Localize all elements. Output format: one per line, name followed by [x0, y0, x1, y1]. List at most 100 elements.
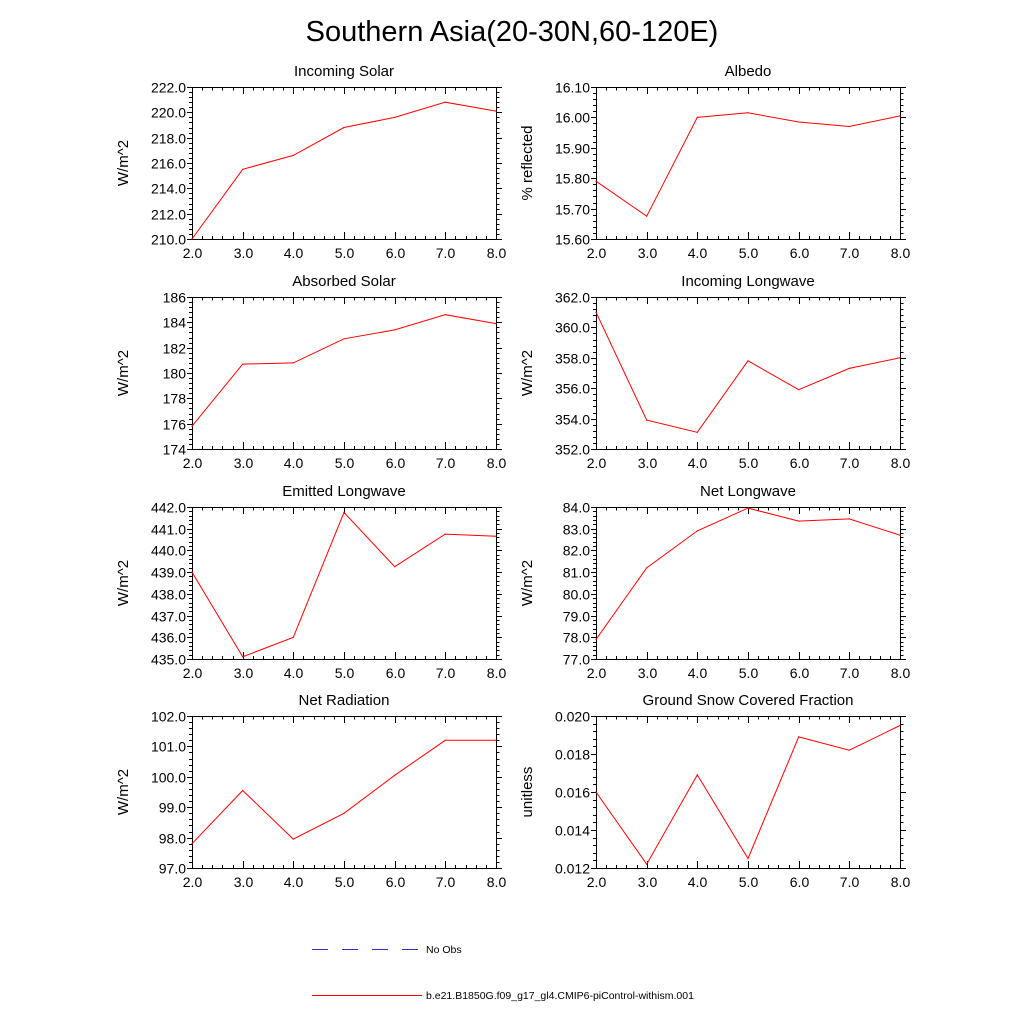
- y-tick-label: 0.012: [555, 861, 590, 877]
- data-point: [646, 863, 648, 865]
- data-point: [495, 323, 497, 325]
- y-axis-label: W/m^2: [115, 140, 132, 186]
- data-point: [646, 419, 648, 421]
- x-tick-label: 6.0: [386, 665, 406, 681]
- y-tick-label: 438.0: [151, 587, 186, 603]
- x-tick-label: 2.0: [183, 245, 203, 261]
- series-line: [595, 112, 901, 217]
- data-point: [747, 507, 749, 509]
- x-tick-label: 8.0: [487, 245, 507, 261]
- y-axis-label: W/m^2: [115, 560, 132, 606]
- panel-title: Albedo: [725, 63, 772, 80]
- x-tick-label: 4.0: [688, 665, 708, 681]
- data-point: [899, 724, 901, 727]
- x-tick-label: 6.0: [386, 455, 406, 471]
- y-tick-label: 82.0: [563, 543, 590, 559]
- x-tick-label: 3.0: [234, 874, 254, 890]
- series-line: [595, 725, 901, 866]
- y-tick-label: 79.0: [563, 609, 590, 625]
- x-tick-label: 5.0: [739, 455, 759, 471]
- y-axis-label: W/m^2: [519, 350, 536, 396]
- x-tick-label: 2.0: [587, 455, 607, 471]
- plot-frame: [192, 507, 497, 660]
- data-point: [191, 425, 193, 427]
- y-tick-label: 15.90: [555, 141, 590, 157]
- y-tick-label: 0.020: [555, 709, 590, 725]
- data-point: [343, 511, 345, 513]
- y-tick-label: 218.0: [151, 131, 186, 147]
- data-point: [495, 535, 497, 537]
- x-tick-label: 6.0: [790, 245, 810, 261]
- y-tick-label: 176: [163, 417, 187, 433]
- y-tick-label: 184: [163, 315, 187, 331]
- x-tick-label: 3.0: [234, 245, 254, 261]
- y-axis-label: W/m^2: [115, 769, 132, 815]
- data-point: [798, 389, 800, 391]
- data-point: [343, 812, 345, 814]
- x-tick-label: 7.0: [436, 455, 456, 471]
- y-axis-label: unitless: [519, 767, 536, 818]
- data-point: [292, 838, 294, 840]
- data-point: [899, 115, 901, 117]
- x-tick-label: 3.0: [638, 455, 658, 471]
- y-tick-label: 15.70: [555, 202, 590, 218]
- data-point: [747, 360, 749, 362]
- y-tick-label: 100.0: [151, 770, 186, 786]
- x-tick-label: 2.0: [183, 874, 203, 890]
- panel-emitted-longwave: Emitted Longwave W/m^2 2.0 3.0 4.0 5.0 6.0 7.0 8…: [115, 483, 506, 681]
- plot-frame: [596, 716, 901, 869]
- y-axis-label: W/m^2: [115, 350, 132, 396]
- data-point: [696, 774, 698, 776]
- x-tick-label: 5.0: [739, 874, 759, 890]
- y-tick-label: 81.0: [563, 565, 590, 581]
- panel-net-longwave: Net Longwave W/m^2 2.0 3.0 4.0 5.0 6.0 7.0 8.0 77…: [519, 483, 910, 681]
- series-line: [191, 511, 497, 658]
- x-tick-label: 8.0: [487, 874, 507, 890]
- y-tick-label: 358.0: [555, 351, 590, 367]
- data-point: [444, 314, 446, 316]
- x-tick-label: 8.0: [487, 455, 507, 471]
- x-tick-label: 6.0: [386, 874, 406, 890]
- y-axis-label: % reflected: [519, 125, 536, 200]
- y-tick-label: 83.0: [563, 522, 590, 538]
- series-line: [595, 311, 901, 433]
- y-axis-label: W/m^2: [519, 560, 536, 606]
- y-tick-label: 84.0: [563, 500, 590, 516]
- x-tick-label: 2.0: [183, 455, 203, 471]
- panel-title: Ground Snow Covered Fraction: [643, 692, 854, 709]
- y-tick-label: 0.016: [555, 785, 590, 801]
- panel-title: Absorbed Solar: [292, 273, 395, 290]
- x-tick-label: 7.0: [840, 245, 860, 261]
- x-tick-label: 6.0: [790, 665, 810, 681]
- data-point: [798, 121, 800, 123]
- y-tick-label: 220.0: [151, 105, 186, 121]
- y-tick-label: 437.0: [151, 609, 186, 625]
- data-point: [191, 843, 193, 845]
- x-tick-label: 3.0: [234, 665, 254, 681]
- plot-frame: [596, 507, 901, 660]
- y-tick-label: 216.0: [151, 156, 186, 172]
- plot-frame: [192, 87, 497, 240]
- x-tick-label: 5.0: [335, 665, 355, 681]
- y-tick-label: 362.0: [555, 290, 590, 306]
- y-tick-label: 16.00: [555, 110, 590, 126]
- panel-title: Net Radiation: [299, 692, 390, 709]
- plot-frame: [192, 716, 497, 869]
- plot-frame: [596, 297, 901, 450]
- data-point: [899, 534, 901, 536]
- x-tick-label: 4.0: [688, 455, 708, 471]
- data-point: [747, 857, 749, 860]
- x-tick-label: 4.0: [284, 665, 304, 681]
- data-point: [191, 238, 193, 240]
- y-tick-label: 99.0: [159, 800, 186, 816]
- y-tick-label: 0.014: [555, 823, 590, 839]
- y-tick-label: 441.0: [151, 522, 186, 538]
- y-tick-label: 356.0: [555, 381, 590, 397]
- data-point: [747, 112, 749, 114]
- data-point: [343, 338, 345, 340]
- panels: Incoming Solar W/m^2 2.0 3.0 4.0 5.0 6.0 7.0 8.0…: [115, 63, 910, 890]
- data-point: [495, 110, 497, 112]
- y-tick-label: 102.0: [151, 709, 186, 725]
- y-tick-label: 186: [163, 290, 187, 306]
- y-tick-label: 15.60: [555, 232, 590, 248]
